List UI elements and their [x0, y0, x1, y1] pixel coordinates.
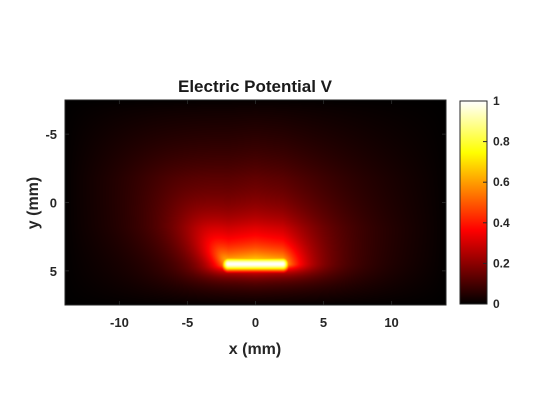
colorbar-tick-label: 0.8	[493, 135, 510, 149]
colorbar-tick-label: 0.2	[493, 256, 510, 270]
colorbar-tick-label: 1	[493, 94, 500, 108]
x-tick-label: -10	[110, 315, 129, 330]
colorbar	[459, 100, 488, 305]
plot-area	[65, 100, 446, 305]
colorbar-ticks: 0 0.2 0.4 0.6 0.8 1	[483, 94, 510, 311]
colorbar-tick-label: 0.4	[493, 216, 510, 230]
x-axis-ticks: -10 -5 0 5 10	[110, 100, 399, 330]
y-tick-label: -5	[45, 127, 57, 142]
y-axis-ticks: -5 0 5	[45, 127, 446, 279]
x-axis-label: x (mm)	[229, 341, 281, 358]
y-tick-label: 5	[50, 264, 57, 279]
potential-heatmap	[65, 100, 446, 305]
y-axis-label: y (mm)	[25, 177, 42, 229]
x-tick-label: 5	[320, 315, 327, 330]
x-tick-label: 0	[252, 315, 259, 330]
x-tick-label: 10	[384, 315, 398, 330]
chart-title: Electric Potential V	[178, 77, 333, 96]
colorbar-tick-label: 0.6	[493, 175, 510, 189]
colorbar-tick-label: 0	[493, 297, 500, 311]
x-tick-label: -5	[182, 315, 194, 330]
y-tick-label: 0	[50, 196, 57, 211]
